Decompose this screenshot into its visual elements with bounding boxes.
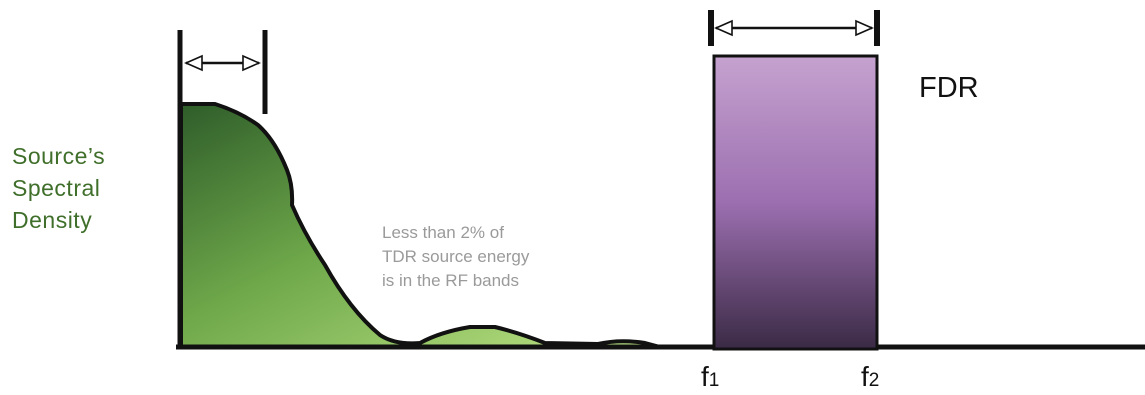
energy-note: Less than 2% of TDR source energy is in … (382, 223, 534, 290)
f1-label: f1 (701, 361, 719, 392)
fdr-band (712, 54, 879, 351)
energy-note-line: TDR source energy (382, 247, 530, 266)
energy-note-line: is in the RF bands (382, 271, 519, 290)
f2-subscript: 2 (869, 370, 880, 391)
y-axis-label-line: Density (12, 207, 92, 233)
energy-note-line: Less than 2% of (382, 223, 504, 242)
f1-subscript: 1 (709, 370, 720, 391)
fdr-label: FDR (919, 72, 979, 104)
f2-base: f (861, 361, 869, 392)
f1-base: f (701, 361, 709, 392)
y-axis-label: Source’s Spectral Density (12, 143, 112, 233)
tdr-spectrum-fill (179, 102, 662, 349)
f2-label: f2 (861, 361, 879, 392)
y-axis-label-line: Source’s (12, 143, 105, 169)
y-axis-label-line: Spectral (12, 175, 100, 201)
